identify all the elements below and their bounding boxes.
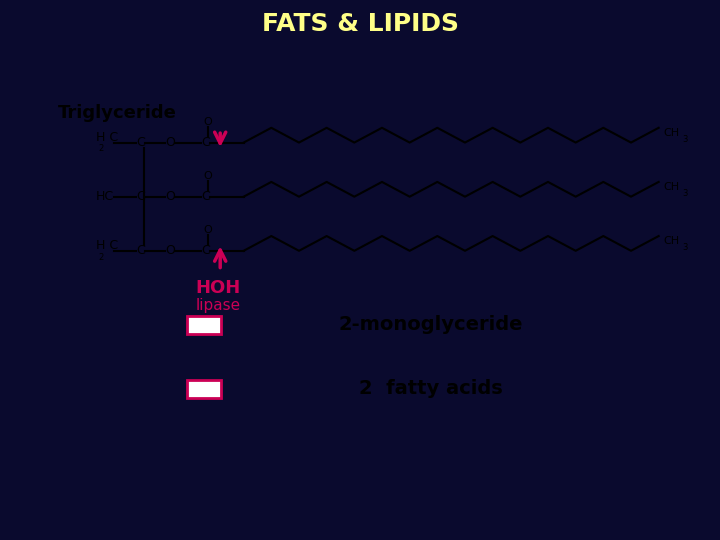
- Text: O: O: [203, 171, 212, 181]
- Bar: [186, 380, 222, 399]
- Text: O: O: [166, 190, 176, 203]
- Text: 2  fatty acids: 2 fatty acids: [359, 379, 503, 398]
- Text: CH: CH: [663, 182, 679, 192]
- Text: H C: H C: [96, 239, 118, 252]
- Bar: [186, 316, 222, 334]
- Text: CH: CH: [663, 128, 679, 138]
- Text: C: C: [201, 190, 210, 203]
- Text: HOH: HOH: [196, 279, 241, 296]
- Text: O: O: [166, 244, 176, 257]
- Text: C: C: [136, 190, 145, 203]
- Text: lipase: lipase: [196, 299, 241, 313]
- Text: C: C: [136, 244, 145, 257]
- Text: 2-monoglyceride: 2-monoglyceride: [338, 315, 523, 334]
- Text: FATS & LIPIDS: FATS & LIPIDS: [261, 12, 459, 36]
- Text: 2: 2: [98, 145, 103, 153]
- Text: CH: CH: [663, 236, 679, 246]
- Text: O: O: [166, 136, 176, 149]
- Text: C: C: [201, 244, 210, 257]
- Text: C: C: [201, 136, 210, 149]
- Text: 3: 3: [683, 134, 688, 144]
- Text: O: O: [203, 117, 212, 127]
- Text: H C: H C: [96, 131, 118, 144]
- Text: C: C: [136, 136, 145, 149]
- Text: 2: 2: [98, 253, 103, 262]
- Text: Triglyceride: Triglyceride: [58, 104, 177, 122]
- Text: 3: 3: [683, 189, 688, 198]
- Text: O: O: [203, 225, 212, 235]
- Text: 3: 3: [683, 243, 688, 252]
- Text: HC: HC: [96, 190, 114, 203]
